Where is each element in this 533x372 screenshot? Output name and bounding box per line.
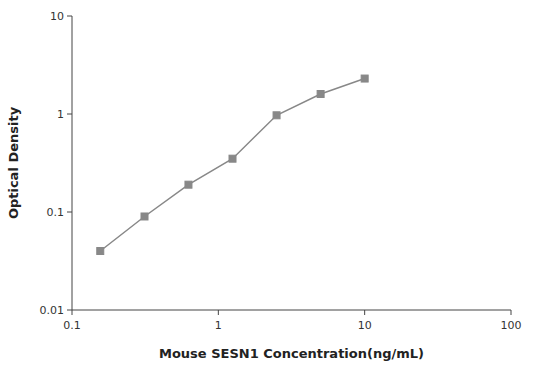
y-tick-label: 1: [57, 108, 64, 121]
y-axis-line: [72, 16, 73, 310]
data-point: [229, 155, 236, 162]
y-tick-label: 0.1: [47, 206, 65, 219]
data-line: [100, 79, 364, 251]
y-tick: [67, 114, 72, 115]
x-tick-label: 1: [215, 319, 222, 332]
plot-area: [97, 75, 368, 254]
y-axis-label: Optical Density: [6, 106, 21, 219]
data-point: [361, 75, 368, 82]
y-tick: [67, 16, 72, 17]
x-axis-label: Mouse SESN1 Concentration(ng/mL): [159, 346, 424, 361]
x-tick: [364, 310, 365, 315]
chart: 0.1 1 10 100 0.01 0.1 1 10 Mouse SESN1 Concentra…: [0, 0, 533, 372]
data-point: [141, 213, 148, 220]
x-tick-label: 0.1: [63, 319, 81, 332]
data-point: [317, 90, 324, 97]
y-tick-label: 10: [50, 10, 64, 23]
x-tick: [511, 310, 512, 315]
y-tick-label: 0.01: [40, 304, 65, 317]
x-axis-line: [72, 310, 511, 311]
x-tick-label: 10: [358, 319, 372, 332]
x-tick-label: 100: [501, 319, 522, 332]
x-tick: [72, 310, 73, 315]
data-point: [273, 112, 280, 119]
data-point: [97, 247, 104, 254]
x-tick: [218, 310, 219, 315]
data-point: [185, 181, 192, 188]
y-tick: [67, 212, 72, 213]
y-tick: [67, 310, 72, 311]
